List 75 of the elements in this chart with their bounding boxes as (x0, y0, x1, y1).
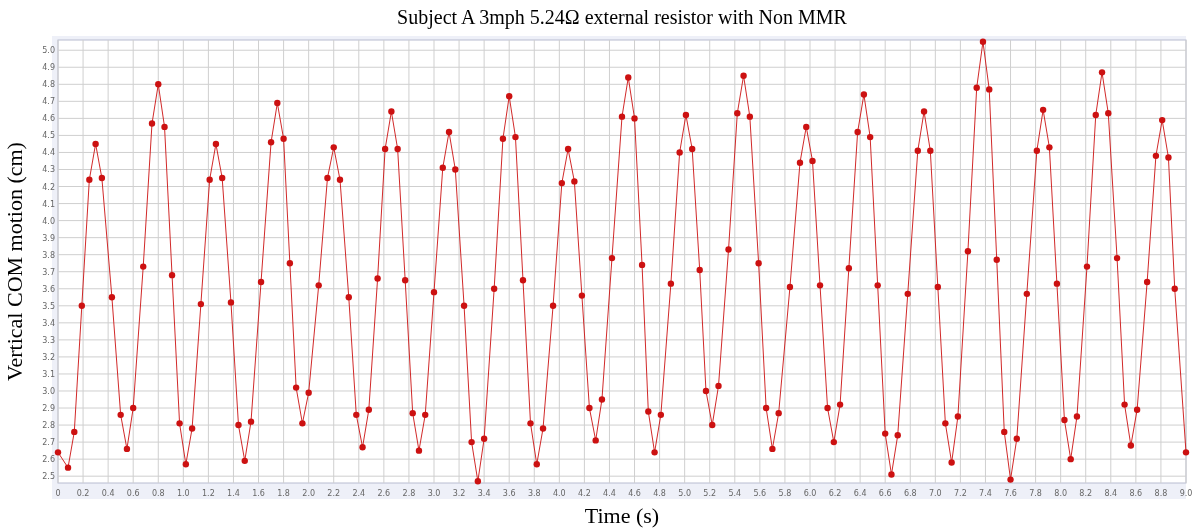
x-tick-label: 0.2 (76, 489, 90, 498)
y-tick-label: 3.0 (42, 386, 55, 396)
y-tick-label: 3.2 (42, 352, 55, 362)
x-tick-label: 1.0 (176, 489, 190, 498)
y-tick-label: 4.4 (42, 148, 55, 158)
x-tick-label: 1.6 (252, 489, 265, 498)
y-tick-label: 4.3 (42, 165, 55, 175)
x-tick-label: 4.2 (578, 489, 591, 498)
x-tick-label: 2.4 (352, 489, 366, 498)
y-tick-label: 4.2 (42, 182, 55, 192)
x-tick-label: 8.0 (1054, 489, 1068, 498)
y-tick-label: 4.7 (42, 97, 55, 107)
x-tick-label: 2.6 (377, 489, 391, 498)
x-tick-label: 2.8 (402, 489, 416, 498)
y-tick-label: 2.8 (42, 421, 55, 431)
x-tick-label: 9.0 (1179, 489, 1193, 498)
y-tick-label: 3.4 (42, 318, 55, 328)
x-tick-label: 3.6 (502, 489, 516, 498)
x-tick-label: 7.4 (979, 489, 992, 498)
y-tick-label: 3.8 (42, 250, 55, 260)
y-tick-label: 2.7 (42, 438, 55, 448)
x-tick-label: 8.6 (1129, 489, 1143, 498)
x-tick-label: 7.0 (928, 489, 942, 498)
x-tick-label: 1.8 (277, 489, 290, 498)
x-tick-label: 8.8 (1154, 489, 1168, 498)
x-tick-label: 6.2 (828, 489, 842, 498)
x-tick-label: 1.2 (202, 489, 215, 498)
x-tick-label: 5.2 (703, 489, 717, 498)
y-tick-label: 4.1 (42, 199, 55, 209)
x-tick-label: 7.8 (1029, 489, 1042, 498)
y-tick-label: 3.1 (42, 369, 55, 379)
x-tick-label: 6.0 (803, 489, 817, 498)
y-tick-label: 2.6 (42, 455, 55, 465)
y-tick-label: 3.6 (42, 284, 55, 294)
x-tick-label: 3.4 (477, 489, 491, 498)
x-tick-label: 3.2 (452, 489, 466, 498)
x-tick-label: 5.4 (728, 489, 742, 498)
x-tick-label: 7.2 (954, 489, 967, 498)
x-tick-label: 1.4 (227, 489, 240, 498)
x-tick-label: 2.0 (302, 489, 316, 498)
x-tick-label: 6.8 (903, 489, 917, 498)
x-tick-label: 0.6 (126, 489, 140, 498)
x-axis-title: Time (s) (584, 503, 660, 528)
x-tick-label: 6.4 (853, 489, 867, 498)
x-tick-label: 2.2 (327, 489, 341, 498)
y-tick-label: 3.7 (42, 267, 55, 277)
y-tick-label: 4.5 (42, 131, 55, 141)
x-tick-label: 4.8 (653, 489, 666, 498)
x-tick-label: 3.8 (527, 489, 541, 498)
y-tick-label: 4.9 (42, 63, 55, 73)
x-tick-label: 0.4 (101, 489, 115, 498)
x-tick-label: 4.0 (552, 489, 566, 498)
x-tick-label: 3.0 (427, 489, 441, 498)
x-tick-label: 5.0 (678, 489, 692, 498)
x-tick-label: 0 (55, 489, 61, 498)
x-tick-label: 4.4 (603, 489, 616, 498)
x-tick-label: 5.6 (753, 489, 767, 498)
y-tick-label: 5.0 (42, 46, 55, 56)
y-tick-label: 3.3 (42, 335, 55, 345)
x-tick-label: 6.6 (878, 489, 892, 498)
y-tick-label: 2.9 (42, 404, 55, 414)
y-tick-label: 2.5 (42, 472, 55, 482)
x-tick-label: 4.6 (628, 489, 641, 498)
y-tick-label: 4.6 (42, 114, 55, 124)
x-tick-label: 7.6 (1004, 489, 1017, 498)
x-tick-label: 0.8 (151, 489, 165, 498)
y-tick-label: 4.8 (42, 80, 55, 90)
x-tick-label: 8.2 (1079, 489, 1093, 498)
x-tick-label: 5.8 (778, 489, 792, 498)
y-tick-label: 3.5 (42, 301, 55, 311)
y-tick-label: 4.0 (42, 216, 55, 226)
y-tick-label: 3.9 (42, 233, 55, 243)
y-axis-title: Vertical COM motion (cm) (2, 142, 27, 381)
chart-title: Subject A 3mph 5.24Ω external resistor with Non MMR (397, 6, 848, 29)
x-tick-label: 8.4 (1104, 489, 1118, 498)
